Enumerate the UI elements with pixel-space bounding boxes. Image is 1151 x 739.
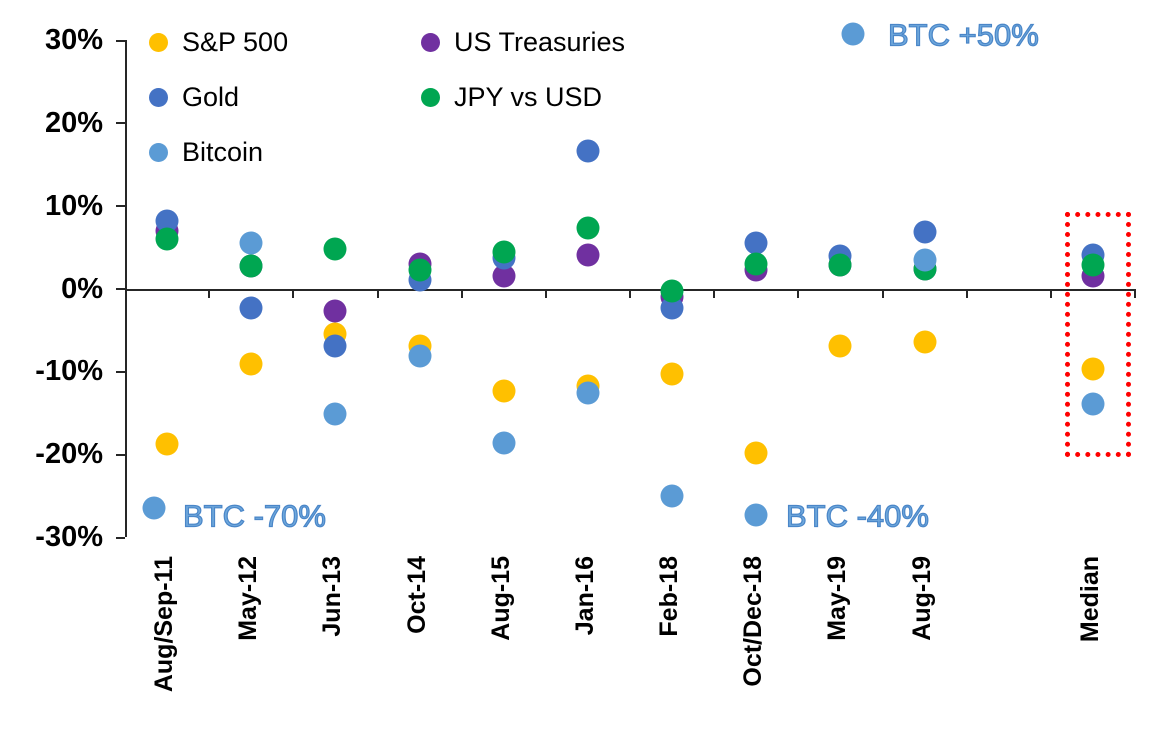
data-point-bitcoin — [1081, 392, 1105, 416]
data-point-us-treasuries — [323, 299, 347, 323]
data-point-gold — [155, 209, 179, 233]
x-axis-tick — [1049, 288, 1052, 298]
legend-swatch-icon — [421, 87, 440, 107]
legend-label: Bitcoin — [182, 136, 264, 167]
y-axis-tick-label: -30% — [35, 521, 103, 553]
x-axis-category-label: Jun-13 — [318, 556, 347, 637]
y-axis-tick-label: 0% — [61, 272, 103, 305]
x-axis-category-label: Oct-14 — [402, 556, 431, 634]
data-point-us-treasuries — [492, 264, 516, 288]
legend-swatch-icon — [149, 32, 168, 52]
data-point-gold — [660, 296, 684, 320]
data-point-bitcoin — [408, 344, 432, 368]
x-axis-tick — [292, 288, 295, 298]
legend-item-jpy-vs-usd: JPY vs USD — [421, 82, 602, 112]
btc-annotation-label: BTC -70% — [182, 498, 326, 534]
legend-label: US Treasuries — [454, 26, 626, 57]
legend-label: S&P 500 — [182, 26, 289, 57]
data-point-bitcoin — [660, 484, 684, 508]
x-axis-tick — [376, 288, 379, 298]
x-axis-category-label: Jan-16 — [570, 556, 599, 636]
data-point-s-p-500 — [155, 432, 179, 456]
data-point-bitcoin — [744, 503, 768, 527]
data-point-jpy-vs-usd — [828, 253, 852, 277]
data-point-s-p-500 — [744, 441, 768, 465]
x-axis-category-label: May-19 — [823, 556, 852, 641]
data-point-s-p-500 — [1081, 357, 1105, 381]
data-point-gold — [239, 296, 263, 320]
y-axis-tick-label: 10% — [44, 189, 103, 222]
x-axis-tick — [460, 288, 463, 298]
y-axis-tick — [116, 536, 125, 539]
data-point-bitcoin — [841, 22, 865, 46]
data-point-s-p-500 — [913, 330, 937, 353]
legend-label: JPY vs USD — [454, 81, 603, 112]
y-axis-tick-label: -20% — [35, 438, 103, 471]
x-axis-category-label: Feb-18 — [655, 556, 684, 637]
x-axis-tick — [629, 288, 631, 298]
data-point-bitcoin — [142, 496, 166, 520]
data-point-s-p-500 — [660, 362, 684, 386]
data-point-jpy-vs-usd — [744, 252, 768, 276]
x-axis-tick — [208, 288, 211, 298]
legend-label: Gold — [182, 81, 240, 112]
y-axis-tick — [116, 370, 125, 373]
data-point-jpy-vs-usd — [492, 240, 516, 264]
x-axis-tick — [713, 288, 716, 298]
x-axis-category-label: Aug-19 — [907, 556, 936, 641]
y-axis-tick — [116, 453, 125, 456]
legend-swatch-icon — [149, 142, 168, 162]
x-axis-tick — [965, 288, 968, 298]
y-axis-tick — [116, 205, 125, 208]
data-point-jpy-vs-usd — [155, 227, 179, 251]
data-point-gold — [576, 139, 600, 163]
legend-swatch-icon — [421, 32, 440, 52]
data-point-jpy-vs-usd — [576, 216, 600, 240]
y-axis-tick-label: 30% — [44, 24, 103, 56]
data-point-s-p-500 — [828, 334, 852, 358]
y-axis-tick-label: -10% — [35, 355, 103, 388]
x-axis-tick — [797, 288, 800, 298]
legend-item-us-treasuries: US Treasuries — [421, 27, 625, 57]
data-point-s-p-500 — [239, 352, 263, 376]
x-axis-tick — [881, 288, 884, 298]
data-point-jpy-vs-usd — [408, 258, 432, 282]
data-point-bitcoin — [239, 231, 263, 255]
x-axis-category-label: Oct/Dec-18 — [739, 556, 768, 687]
legend-item-bitcoin: Bitcoin — [149, 137, 263, 167]
y-axis-tick — [116, 288, 125, 290]
x-axis-category-label: May-12 — [234, 556, 263, 641]
legend-item-gold: Gold — [149, 82, 239, 112]
data-point-jpy-vs-usd — [239, 254, 263, 278]
data-point-bitcoin — [492, 431, 516, 455]
data-point-bitcoin — [323, 402, 347, 426]
x-axis-category-label: Median — [1075, 556, 1104, 643]
data-point-s-p-500 — [492, 379, 516, 403]
data-point-us-treasuries — [576, 243, 600, 267]
x-axis-category-label: Aug-15 — [486, 556, 515, 641]
y-axis-tick — [116, 122, 125, 125]
data-point-gold — [323, 334, 347, 358]
data-point-bitcoin — [576, 381, 600, 405]
data-point-jpy-vs-usd — [660, 279, 684, 303]
legend-swatch-icon — [149, 87, 168, 107]
x-axis-category-label: Aug/Sep-11 — [150, 556, 179, 693]
median-highlight-box — [1064, 212, 1131, 457]
x-axis-tick — [1134, 288, 1136, 298]
x-axis-tick — [544, 288, 547, 298]
data-point-gold — [744, 231, 768, 255]
btc-annotation-label: BTC -40% — [785, 498, 929, 534]
data-point-bitcoin — [913, 248, 937, 271]
legend-item-s-p-500: S&P 500 — [149, 27, 288, 57]
y-axis-tick-label: 20% — [44, 106, 103, 139]
btc-annotation-label: BTC +50% — [887, 17, 1039, 53]
y-axis-tick — [116, 39, 125, 42]
data-point-jpy-vs-usd — [323, 237, 347, 261]
data-point-jpy-vs-usd — [1081, 253, 1105, 277]
data-point-gold — [913, 220, 937, 244]
